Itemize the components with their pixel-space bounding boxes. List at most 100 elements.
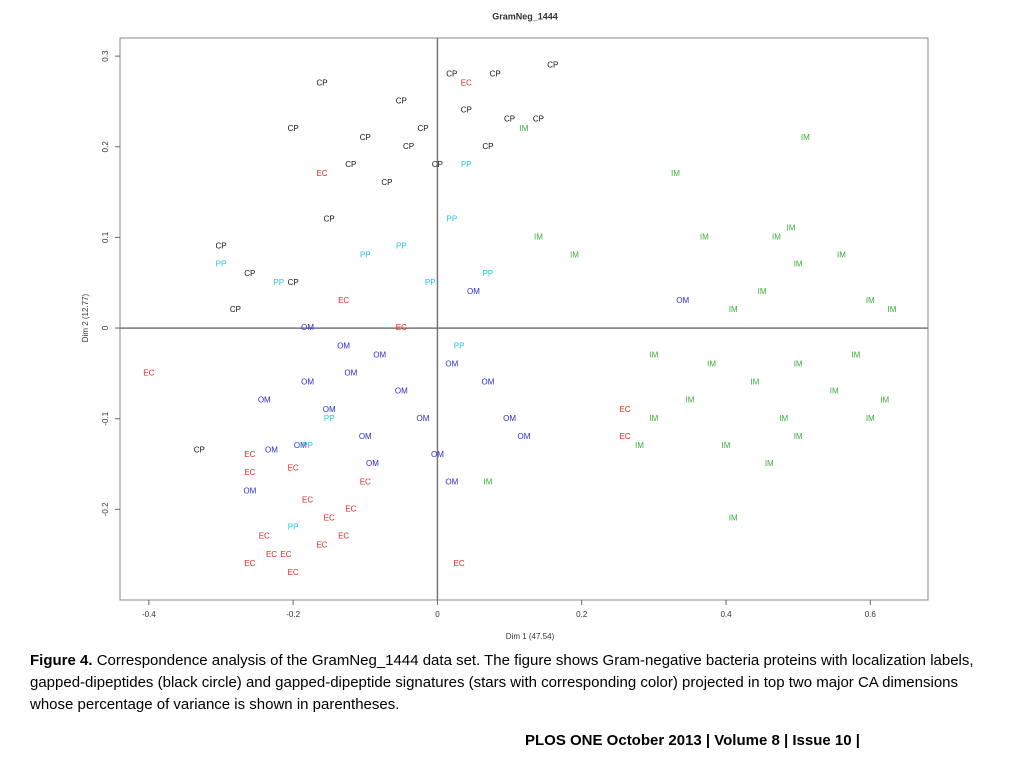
- point-label: PP: [324, 414, 335, 423]
- point-label: CP: [244, 269, 255, 278]
- point-label: PP: [216, 260, 227, 269]
- point-label: IM: [786, 223, 795, 232]
- point-label: CP: [324, 214, 335, 223]
- point-label: EC: [143, 368, 154, 377]
- point-label: EC: [316, 541, 327, 550]
- point-label: OM: [294, 441, 307, 450]
- point-label: OM: [395, 387, 408, 396]
- point-label: IM: [851, 350, 860, 359]
- point-label: EC: [396, 323, 407, 332]
- point-label: EC: [338, 296, 349, 305]
- point-label: OM: [323, 405, 336, 414]
- point-label: PP: [273, 278, 284, 287]
- point-label: CP: [417, 124, 428, 133]
- point-label: CP: [288, 278, 299, 287]
- point-label: IM: [483, 477, 492, 486]
- point-label: IM: [794, 432, 803, 441]
- point-label: OM: [243, 486, 256, 495]
- x-tick-label: 0.4: [720, 610, 732, 619]
- point-label: OM: [503, 414, 516, 423]
- point-label: EC: [324, 514, 335, 523]
- point-label: IM: [635, 441, 644, 450]
- y-tick-label: -0.1: [101, 411, 110, 425]
- point-label: OM: [337, 341, 350, 350]
- point-label: CP: [461, 106, 472, 115]
- point-label: EC: [244, 450, 255, 459]
- point-label: IM: [758, 287, 767, 296]
- point-label: IM: [534, 233, 543, 242]
- point-label: CP: [432, 160, 443, 169]
- point-label: IM: [830, 387, 839, 396]
- point-label: EC: [316, 169, 327, 178]
- point-label: OM: [301, 323, 314, 332]
- caption-label: Figure 4.: [30, 652, 93, 669]
- point-label: CP: [504, 115, 515, 124]
- point-label: IM: [779, 414, 788, 423]
- y-tick-label: 0.3: [101, 50, 110, 62]
- point-label: EC: [619, 405, 630, 414]
- chart: GramNeg_1444 Dim 1 (47.54) Dim 2 (12.77)…: [81, 11, 929, 641]
- point-label: EC: [244, 559, 255, 568]
- point-label: EC: [280, 550, 291, 559]
- point-label: CP: [381, 178, 392, 187]
- point-label: EC: [288, 464, 299, 473]
- point-label: IM: [837, 251, 846, 260]
- point-label: IM: [887, 305, 896, 314]
- point-label: IM: [722, 441, 731, 450]
- point-label: CP: [288, 124, 299, 133]
- point-label: CP: [482, 142, 493, 151]
- point-label: CP: [490, 69, 501, 78]
- point-label: IM: [685, 396, 694, 405]
- point-label: EC: [454, 559, 465, 568]
- point-label: IM: [649, 414, 658, 423]
- y-tick-label: 0: [101, 325, 110, 330]
- x-tick-label: 0.2: [576, 610, 588, 619]
- point-label: IM: [866, 296, 875, 305]
- point-label: IM: [707, 359, 716, 368]
- point-label: IM: [750, 378, 759, 387]
- point-label: CP: [215, 242, 226, 251]
- point-label: PP: [483, 269, 494, 278]
- point-label: EC: [338, 532, 349, 541]
- point-label: OM: [359, 432, 372, 441]
- point-label: PP: [447, 214, 458, 223]
- y-axis-label: Dim 2 (12.77): [81, 293, 90, 342]
- point-label: EC: [266, 550, 277, 559]
- point-label: OM: [301, 378, 314, 387]
- point-label: PP: [425, 278, 436, 287]
- point-label: CP: [533, 115, 544, 124]
- point-label: IM: [729, 305, 738, 314]
- point-label: IM: [649, 350, 658, 359]
- point-label: IM: [765, 459, 774, 468]
- point-label: CP: [316, 78, 327, 87]
- point-label: EC: [302, 495, 313, 504]
- point-label: OM: [518, 432, 531, 441]
- point-label: OM: [265, 446, 278, 455]
- point-label: CP: [194, 446, 205, 455]
- footer: PLOS ONE October 2013 | Volume 8 | Issue…: [525, 732, 860, 749]
- point-label: EC: [360, 477, 371, 486]
- point-label: PP: [360, 251, 371, 260]
- x-tick-label: 0.6: [865, 610, 877, 619]
- chart-title: GramNeg_1444: [492, 11, 558, 21]
- point-label: IM: [866, 414, 875, 423]
- point-label: OM: [467, 287, 480, 296]
- point-label: CP: [345, 160, 356, 169]
- point-label: EC: [259, 532, 270, 541]
- point-label: OM: [417, 414, 430, 423]
- figure-caption: Figure 4. Correspondence analysis of the…: [30, 650, 995, 716]
- point-label: IM: [700, 233, 709, 242]
- point-label: OM: [676, 296, 689, 305]
- point-label: IM: [570, 251, 579, 260]
- point-label: OM: [445, 477, 458, 486]
- y-tick-label: 0.2: [101, 141, 110, 153]
- plot-frame: [119, 37, 929, 601]
- point-label: CP: [547, 60, 558, 69]
- point-label: EC: [244, 468, 255, 477]
- point-label: EC: [619, 432, 630, 441]
- point-label: PP: [461, 160, 472, 169]
- point-label: IM: [729, 514, 738, 523]
- point-label: EC: [345, 504, 356, 513]
- point-label: CP: [446, 69, 457, 78]
